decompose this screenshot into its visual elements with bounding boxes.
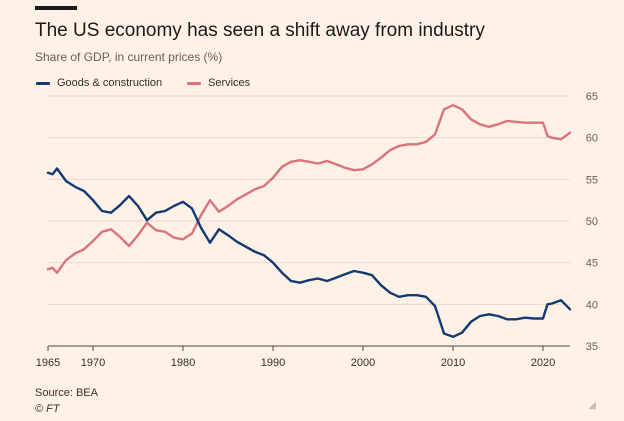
y-tick-label-55: 55 <box>586 174 598 186</box>
legend-item-goods: Goods & construction <box>36 77 162 89</box>
legend-swatch-services <box>187 81 201 85</box>
chart-subtitle: Share of GDP, in current prices (%) <box>35 50 223 64</box>
y-tick-label-50: 50 <box>586 216 598 228</box>
x-tick-label-2020: 2020 <box>531 357 555 369</box>
chart-title: The US economy has seen a shift away fro… <box>35 20 485 41</box>
series-line-services <box>46 104 572 274</box>
x-tick-label-2010: 2010 <box>441 357 465 369</box>
x-tick-label-1990: 1990 <box>261 357 285 369</box>
series-line-goods-construction <box>46 167 572 338</box>
y-tick-label-65: 65 <box>586 91 598 103</box>
y-tick-label-45: 45 <box>586 258 598 270</box>
legend-label-goods: Goods & construction <box>57 77 163 89</box>
axes: 35 40 45 50 55 60 65 1965 1970 1980 1990 2000 2010 20… <box>36 91 598 369</box>
y-tick-label-60: 60 <box>586 133 598 145</box>
series-lines <box>46 104 572 338</box>
header-accent-bar <box>35 6 77 10</box>
gridlines <box>48 95 570 305</box>
source-note: Source: BEA <box>35 387 98 399</box>
watermark-glyph: ◢ <box>588 400 596 411</box>
x-tick-label-1965: 1965 <box>36 357 60 369</box>
x-tick-label-2000: 2000 <box>351 357 375 369</box>
legend-label-services: Services <box>208 77 251 89</box>
y-tick-label-35: 35 <box>586 341 598 353</box>
legend-item-services: Services <box>187 77 250 89</box>
copyright-note: © FT <box>35 403 60 415</box>
y-tick-label-40: 40 <box>586 299 598 311</box>
x-tick-label-1970: 1970 <box>81 357 105 369</box>
x-tick-label-1980: 1980 <box>171 357 195 369</box>
legend-swatch-goods <box>36 81 50 85</box>
